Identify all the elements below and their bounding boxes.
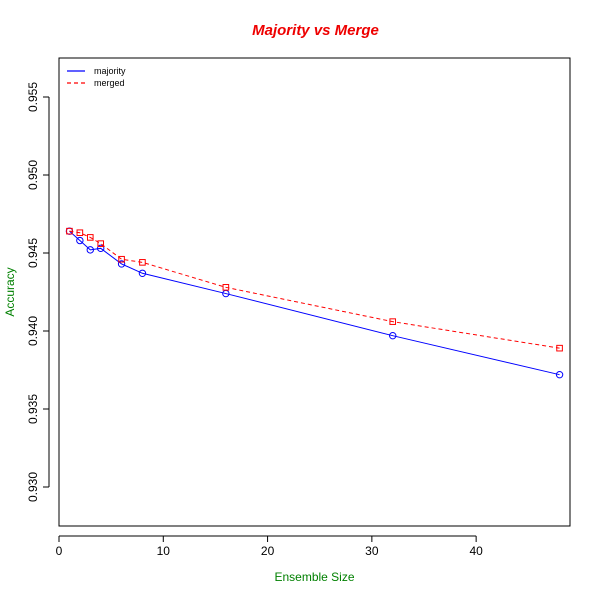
point-merged xyxy=(118,255,125,263)
point-majority xyxy=(389,331,397,340)
point-majority xyxy=(117,260,126,268)
x-tick-label: 40 xyxy=(469,544,483,558)
point-merged xyxy=(76,229,84,237)
point-majority xyxy=(76,236,84,245)
point-merged xyxy=(389,318,397,325)
point-merged xyxy=(222,284,230,291)
y-tick-label: 0.950 xyxy=(26,160,40,190)
point-merged xyxy=(556,344,563,352)
series-line-majority xyxy=(69,230,560,376)
y-tick-label: 0.935 xyxy=(26,394,40,424)
x-tick-label: 10 xyxy=(157,544,171,558)
x-tick-label: 0 xyxy=(56,544,63,558)
series-line-merged xyxy=(69,230,560,349)
x-tick-label: 30 xyxy=(365,544,379,558)
point-majority xyxy=(97,244,105,253)
y-axis-label: Accuracy xyxy=(3,267,17,316)
point-merged xyxy=(139,259,146,266)
point-majority xyxy=(555,370,564,379)
y-tick-label: 0.945 xyxy=(26,238,40,268)
y-tick-label: 0.930 xyxy=(26,472,40,502)
legend-label-majority: majority xyxy=(94,66,126,76)
x-tick-label: 20 xyxy=(261,544,275,558)
y-tick-label: 0.940 xyxy=(26,316,40,346)
point-merged xyxy=(97,240,105,247)
point-merged xyxy=(66,227,73,235)
point-majority xyxy=(138,269,147,277)
legend-label-merged: merged xyxy=(94,78,125,88)
point-merged xyxy=(86,234,94,241)
point-majority xyxy=(86,246,94,254)
chart-title: Majority vs Merge xyxy=(252,22,379,39)
plot-frame xyxy=(58,57,571,527)
chart-layer: Majority vs Merge 0 10 20 30 40 0.930 0.935 0.94… xyxy=(3,22,571,584)
y-tick-label: 0.955 xyxy=(26,82,40,112)
x-axis-label: Ensemble Size xyxy=(274,570,354,584)
